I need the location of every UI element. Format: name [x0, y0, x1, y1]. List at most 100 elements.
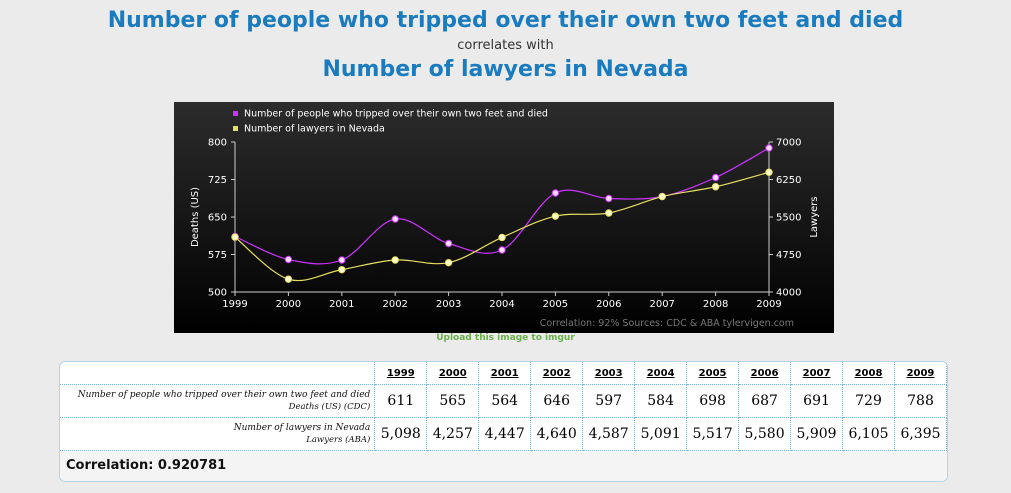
left-tick-label: 725	[208, 175, 227, 186]
table-cell: 5,517	[686, 417, 740, 451]
correlation-value: Correlation: 0.920781	[66, 458, 227, 473]
table-year-header: 2001	[478, 362, 532, 385]
correlates-with-text: correlates with	[457, 38, 554, 53]
right-tick-label: 4750	[776, 250, 801, 261]
x-tick-label: 2006	[596, 299, 621, 310]
table-year-header: 2000	[426, 362, 480, 385]
table-cell: 611	[374, 384, 428, 418]
series-2-point	[231, 233, 239, 241]
table-cell: 565	[426, 384, 480, 418]
left-tick-label: 800	[208, 138, 227, 149]
row-sublabel-text: Lawyers (ABA)	[306, 435, 371, 445]
right-axis-title: Lawyers	[809, 196, 820, 237]
chart-panel: 500 575 650 725 800 4000 4750 5500 6250 7000 1999 2…	[174, 102, 834, 333]
series-2-point	[498, 233, 506, 242]
x-tick-label: 2002	[382, 299, 407, 310]
table-cell: 6,395	[894, 417, 947, 451]
table-header-row: 1999 2000 2001 2002 2003 2004 2005 2006 2007 2008…	[60, 362, 947, 385]
table-cell: 4,587	[582, 417, 636, 451]
series-2-point	[284, 275, 293, 283]
row-label-text: Number of people who tripped over their …	[77, 390, 371, 400]
series-1-point	[284, 255, 293, 264]
series-1-point	[551, 189, 560, 197]
legend-marker-2	[233, 126, 238, 131]
series-2-point	[444, 258, 453, 267]
right-tick-label: 6250	[776, 175, 801, 186]
series-2-point	[711, 183, 720, 191]
series-2-point	[658, 192, 666, 201]
series-1-point	[498, 246, 506, 254]
table-header-blank	[60, 362, 376, 385]
table-cell: 788	[894, 384, 947, 418]
table-cell: 564	[478, 384, 532, 418]
x-tick-label: 2001	[329, 299, 354, 310]
table-cell: 4,640	[530, 417, 584, 451]
chart-title: Number of people who tripped over their …	[107, 8, 904, 33]
right-tick-label: 7000	[776, 138, 801, 149]
table-year-header: 2009	[894, 362, 947, 385]
table-year-header: 2006	[738, 362, 792, 385]
series-1-point	[338, 256, 346, 264]
table-cell: 5,098	[374, 417, 428, 451]
table-row: Number of people who tripped over their …	[60, 384, 947, 418]
table-cell: 646	[530, 384, 584, 418]
series-1-point	[765, 144, 773, 152]
data-table: 1999 2000 2001 2002 2003 2004 2005 2006 2007 2008…	[59, 361, 948, 482]
chart-subtitle: Number of lawyers in Nevada	[322, 57, 689, 82]
series-2-point	[605, 209, 613, 217]
x-tick-label: 2008	[703, 299, 728, 310]
table-year-header: 2005	[686, 362, 740, 385]
table-year-header: 2003	[582, 362, 636, 385]
table-cell: 729	[842, 384, 895, 418]
series-1-point	[444, 239, 453, 248]
table-row: Number of lawyers in Nevada Lawyers (ABA)…	[60, 417, 947, 451]
table-cell: 4,257	[426, 417, 480, 451]
table-row-label: Number of people who tripped over their …	[60, 384, 376, 418]
right-tick-label: 5500	[776, 213, 801, 224]
table-cell: 691	[790, 384, 844, 418]
legend-marker-1	[233, 111, 238, 116]
table-cell: 687	[738, 384, 792, 418]
series-2-point	[765, 168, 773, 176]
table-cell: 4,447	[478, 417, 532, 451]
correlation-row: Correlation: 0.920781	[60, 452, 947, 481]
left-tick-label: 500	[208, 288, 227, 299]
chart-svg: 500 575 650 725 800 4000 4750 5500 6250 7000 1999 2…	[190, 109, 820, 330]
left-axis-title: Deaths (US)	[190, 187, 201, 247]
table-row-label: Number of lawyers in Nevada Lawyers (ABA)	[60, 417, 376, 451]
series-2-point	[338, 265, 346, 274]
table-year-header: 1999	[374, 362, 428, 385]
x-tick-label: 1999	[222, 299, 247, 310]
x-tick-label: 2005	[543, 299, 568, 310]
left-tick-label: 650	[208, 213, 227, 224]
table-year-header: 2002	[530, 362, 584, 385]
table-cell: 5,580	[738, 417, 792, 451]
series-1-point	[391, 215, 399, 223]
table-cell: 597	[582, 384, 636, 418]
table-year-header: 2004	[634, 362, 688, 385]
table-cell: 5,091	[634, 417, 688, 451]
table-year-header: 2008	[842, 362, 895, 385]
x-tick-label: 2004	[489, 299, 514, 310]
x-tick-label: 2000	[276, 299, 301, 310]
table-cell: 5,909	[790, 417, 844, 451]
series-2-point	[551, 212, 560, 220]
series-2-point	[391, 256, 399, 264]
right-tick-label: 4000	[776, 288, 801, 299]
chart-footer-note: Correlation: 92% Sources: CDC & ABA tyle…	[540, 318, 794, 329]
legend-label-2: Number of lawyers in Nevada	[244, 124, 385, 135]
left-tick-label: 575	[208, 250, 227, 261]
data-table-grid: 1999 2000 2001 2002 2003 2004 2005 2006 2007 2008…	[60, 362, 947, 451]
x-tick-label: 2003	[436, 299, 461, 310]
legend-label-1: Number of people who tripped over their …	[244, 109, 548, 120]
table-cell: 6,105	[842, 417, 895, 451]
upload-imgur-link[interactable]: Upload this image to imgur	[436, 333, 575, 343]
row-label-text: Number of lawyers in Nevada	[233, 423, 371, 433]
table-year-header: 2007	[790, 362, 844, 385]
table-cell: 584	[634, 384, 688, 418]
table-cell: 698	[686, 384, 740, 418]
series-1-point	[711, 173, 720, 182]
x-tick-label: 2007	[649, 299, 674, 310]
x-tick-label: 2009	[756, 299, 781, 310]
row-sublabel-text: Deaths (US) (CDC)	[288, 402, 371, 412]
